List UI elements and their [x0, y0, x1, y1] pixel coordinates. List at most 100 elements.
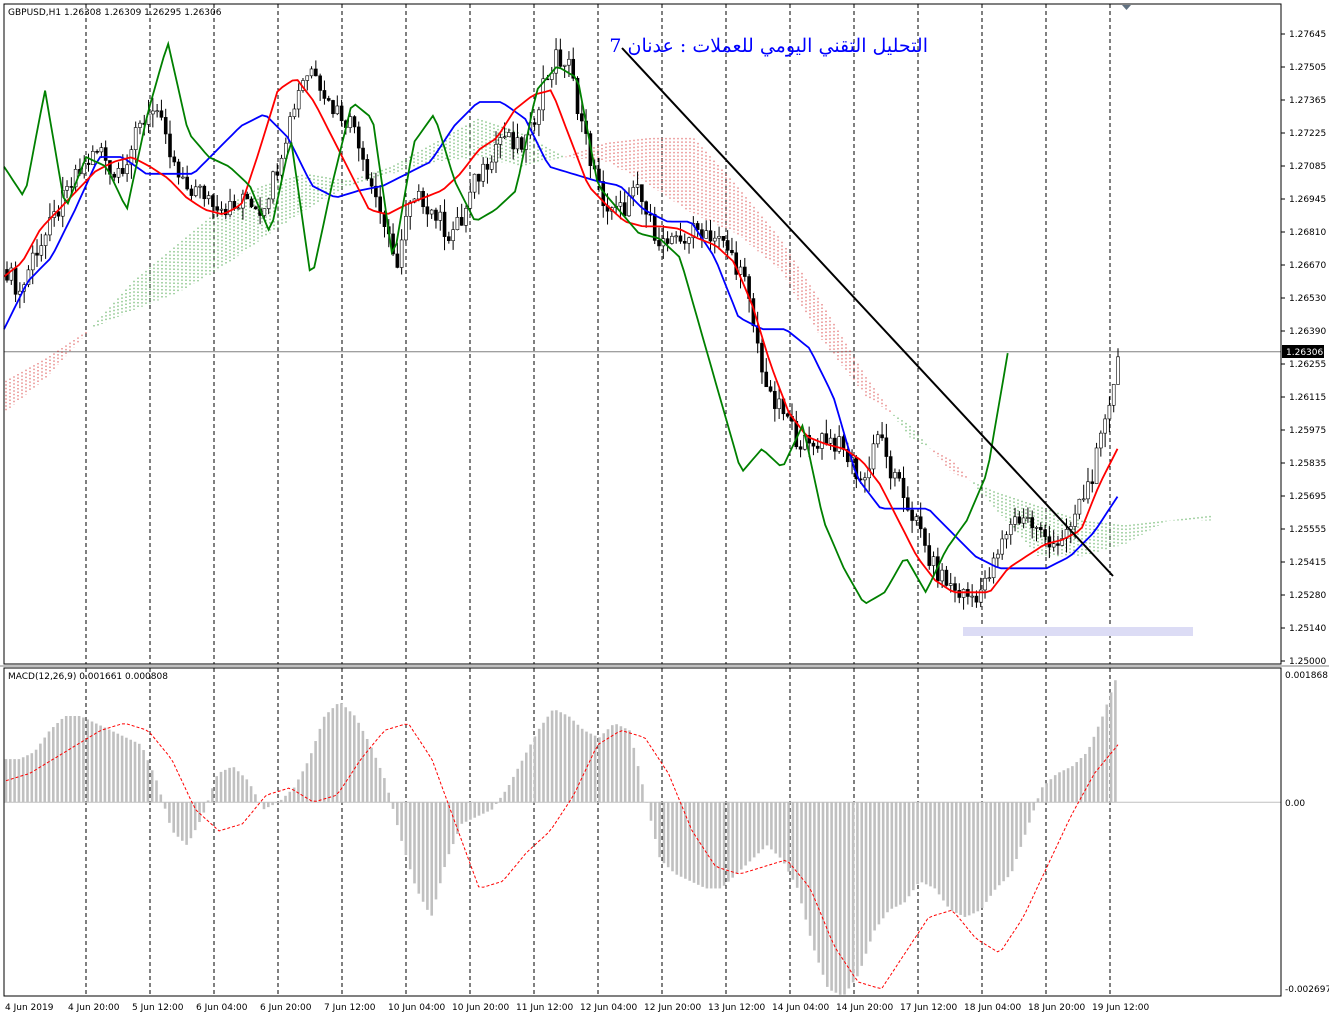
x-tick-label: 17 Jun 12:00: [900, 1003, 957, 1013]
macd-bar: [838, 802, 842, 995]
candle-body: [498, 137, 503, 145]
macd-bar: [998, 802, 1001, 886]
candle-body: [395, 253, 400, 268]
candle-body: [627, 195, 631, 217]
candle-body: [635, 184, 640, 188]
macd-bar: [929, 802, 932, 887]
macd-bar: [955, 802, 958, 913]
macd-bar: [391, 802, 395, 809]
y-tick-label: 1.25000: [1289, 657, 1326, 667]
macd-bar: [632, 747, 636, 803]
candle-body: [1094, 447, 1099, 484]
macd-bar: [537, 728, 541, 803]
symbol-info: GBPUSD,H1 1.26308 1.26309 1.26295 1.2630…: [8, 8, 222, 18]
macd-bar: [834, 802, 838, 993]
macd-bar: [1023, 802, 1027, 835]
candle-body: [730, 249, 734, 254]
candle-body: [185, 176, 189, 190]
macd-bar: [228, 767, 231, 803]
macd-bar: [17, 759, 21, 803]
macd-bar: [907, 802, 911, 897]
candle-body: [910, 509, 914, 521]
macd-bar: [73, 715, 77, 803]
candle-body: [622, 202, 627, 217]
candle-body: [489, 161, 494, 170]
macd-bar: [310, 753, 313, 803]
candle-body: [133, 127, 138, 150]
macd-bar: [817, 802, 820, 963]
candle-body: [1026, 517, 1030, 519]
macd-bar: [236, 771, 240, 803]
candle-body: [764, 371, 769, 388]
candle-body: [438, 211, 443, 221]
macd-bar: [1084, 753, 1087, 803]
candle-body: [893, 472, 897, 479]
candle-body: [472, 173, 477, 193]
candle-body: [172, 156, 177, 163]
macd-y-tick-label: -0.002697: [1285, 985, 1329, 995]
macd-bar: [714, 802, 717, 889]
candle-body: [532, 122, 537, 125]
candle-body: [468, 191, 473, 209]
candle-body: [485, 163, 490, 170]
macd-bar: [520, 760, 524, 803]
scroll-indicator-icon[interactable]: [1122, 5, 1131, 10]
macd-bar: [443, 802, 446, 868]
candle-body: [48, 217, 52, 236]
support-rect: [963, 627, 1193, 636]
macd-bar: [473, 802, 476, 818]
candle-body: [558, 49, 563, 67]
macd-bar: [942, 802, 945, 901]
candle-body: [464, 207, 468, 226]
candle-body: [953, 583, 957, 591]
macd-bar: [241, 775, 244, 803]
candle-body: [112, 173, 117, 178]
trendline[interactable]: [621, 47, 1114, 577]
macd-bar: [602, 733, 605, 803]
candle-body: [1013, 516, 1017, 525]
macd-bar: [890, 802, 894, 909]
macd-bar: [1019, 802, 1023, 847]
macd-bar: [292, 787, 296, 803]
macd-bar: [525, 752, 528, 803]
candle-body: [777, 398, 781, 409]
candle-body: [931, 556, 936, 566]
candle-body: [56, 211, 61, 217]
macd-bar: [731, 802, 734, 878]
candle-body: [1090, 481, 1095, 484]
macd-bar: [804, 802, 808, 920]
macd-bar: [985, 802, 988, 902]
candle-body: [562, 64, 567, 67]
macd-bar: [821, 802, 825, 975]
candle-body: [918, 516, 923, 530]
candle-body: [451, 229, 455, 241]
y-tick-label: 1.27085: [1289, 162, 1326, 172]
macd-bar: [499, 797, 502, 803]
macd-bar: [490, 802, 494, 810]
candle-body: [725, 240, 730, 251]
candle-body: [228, 201, 232, 216]
macd-bar: [843, 802, 846, 995]
x-tick-label: 18 Jun 20:00: [1028, 1003, 1085, 1013]
candle-body: [515, 137, 520, 150]
macd-bar: [146, 760, 150, 803]
candle-body: [314, 68, 318, 77]
candle-body: [215, 206, 219, 211]
macd-bar: [507, 785, 511, 803]
macd-bar: [593, 735, 597, 803]
macd-bar: [757, 802, 760, 854]
candle-body: [644, 201, 648, 215]
macd-bar: [215, 776, 218, 803]
candle-body: [159, 110, 164, 118]
tenkan-sen-line: [3, 79, 1119, 594]
macd-bar: [658, 802, 661, 858]
candle-body: [708, 230, 713, 242]
macd-bar: [1006, 802, 1010, 878]
macd-bar: [1075, 762, 1078, 803]
candle-body: [640, 184, 644, 202]
macd-bar: [258, 802, 261, 803]
candle-body: [151, 110, 155, 115]
candle-body: [631, 187, 636, 197]
